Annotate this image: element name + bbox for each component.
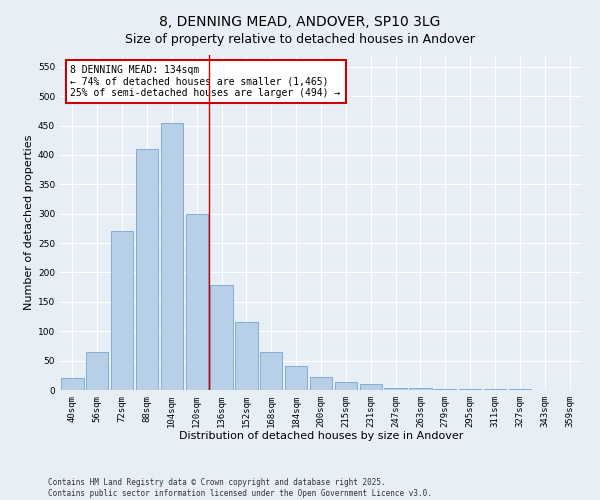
Bar bbox=[260, 352, 283, 390]
Bar bbox=[285, 366, 307, 390]
Bar bbox=[211, 286, 233, 390]
Bar bbox=[310, 377, 332, 390]
Bar bbox=[61, 378, 83, 390]
Y-axis label: Number of detached properties: Number of detached properties bbox=[24, 135, 34, 310]
Text: 8 DENNING MEAD: 134sqm
← 74% of detached houses are smaller (1,465)
25% of semi-: 8 DENNING MEAD: 134sqm ← 74% of detached… bbox=[70, 65, 341, 98]
Bar bbox=[161, 122, 183, 390]
Bar bbox=[385, 388, 407, 390]
Bar bbox=[86, 352, 109, 390]
Text: Contains HM Land Registry data © Crown copyright and database right 2025.
Contai: Contains HM Land Registry data © Crown c… bbox=[48, 478, 432, 498]
Bar bbox=[111, 232, 133, 390]
Bar bbox=[185, 214, 208, 390]
Bar bbox=[136, 149, 158, 390]
Text: 8, DENNING MEAD, ANDOVER, SP10 3LG: 8, DENNING MEAD, ANDOVER, SP10 3LG bbox=[160, 15, 440, 29]
Bar bbox=[235, 322, 257, 390]
Bar bbox=[335, 382, 357, 390]
Bar bbox=[359, 384, 382, 390]
Bar bbox=[409, 388, 431, 390]
Text: Size of property relative to detached houses in Andover: Size of property relative to detached ho… bbox=[125, 32, 475, 46]
X-axis label: Distribution of detached houses by size in Andover: Distribution of detached houses by size … bbox=[179, 432, 463, 442]
